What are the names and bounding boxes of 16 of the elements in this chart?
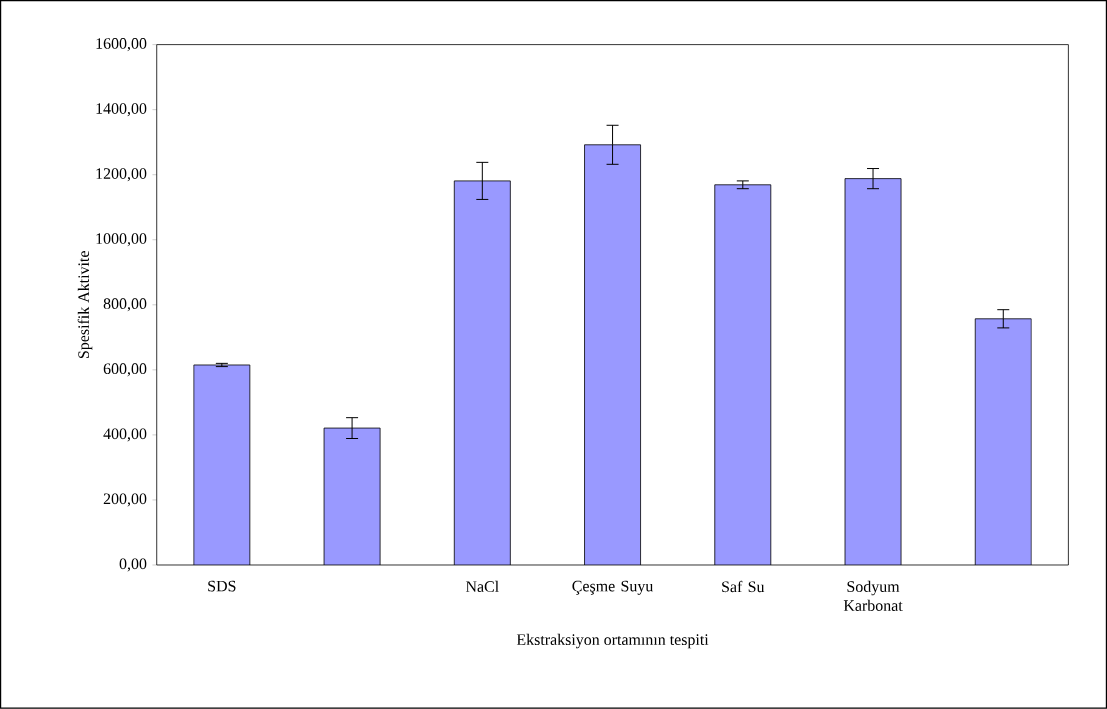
y-tick-label: 1400,00 — [96, 103, 147, 117]
y-tick-label: 600,00 — [103, 363, 147, 377]
x-tick-label: Saf Su — [722, 580, 765, 593]
x-tick-label: NaCl — [465, 580, 499, 593]
x-axis-title: Ekstraksiyon ortamının tespiti — [516, 633, 709, 649]
y-tick-label: 800,00 — [103, 298, 147, 312]
y-tick-label: 1200,00 — [96, 168, 147, 182]
x-tick-label: SDS — [208, 580, 236, 592]
y-tick-label: 200,00 — [103, 493, 147, 507]
x-tick-label: Sodyum Karbonat — [843, 580, 903, 612]
y-tick-label: 1600,00 — [96, 38, 147, 52]
x-tick-label: Çeşme Suyu — [572, 580, 654, 595]
y-tick-label: 0,00 — [119, 558, 147, 572]
y-tick-label: 1000,00 — [96, 233, 147, 247]
y-tick-label: 400,00 — [103, 428, 147, 442]
y-axis-title: Spesifik Aktivite — [77, 251, 93, 359]
